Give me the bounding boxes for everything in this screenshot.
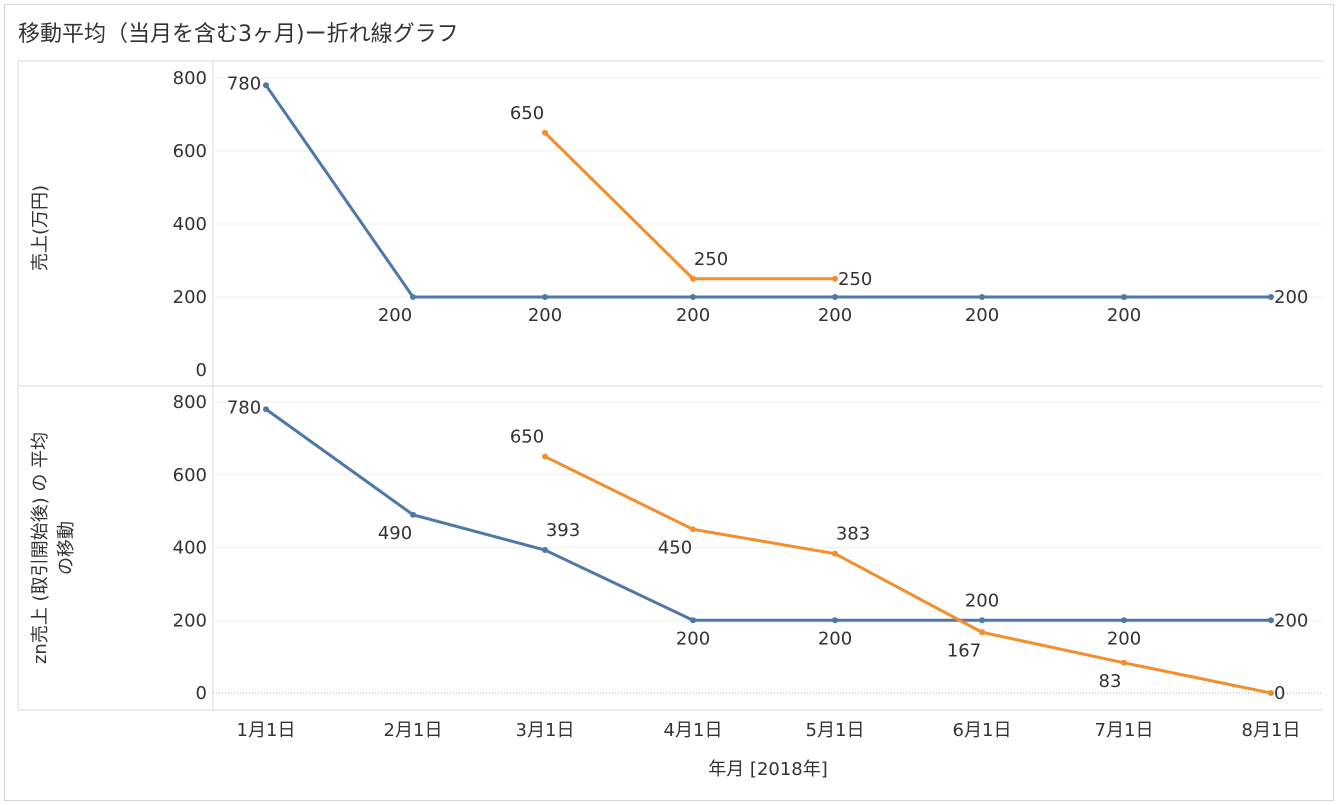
data-point (542, 294, 548, 300)
y-tick-label: 400 (173, 214, 207, 235)
chart-title: 移動平均（当月を含む3ヶ月)ー折れ線グラフ (18, 22, 459, 47)
data-point (410, 294, 416, 300)
data-point (263, 82, 269, 89)
data-point (542, 547, 548, 554)
data-label: 200 (1107, 628, 1141, 649)
data-label: 83 (1099, 671, 1122, 692)
y-axis-title-bottom-line2: の移動 (56, 521, 77, 575)
data-point (832, 294, 838, 300)
data-label: 200 (1107, 305, 1141, 326)
y-axis-title-bottom-line1: zn売上 (取引開始後) の 平均 (30, 432, 51, 664)
data-label: 200 (965, 590, 999, 611)
data-label: 650 (510, 427, 544, 448)
chart-frame (4, 4, 1334, 801)
y-tick-label: 200 (173, 287, 207, 308)
data-label: 200 (965, 305, 999, 326)
data-label: 650 (510, 103, 544, 124)
series-line (543, 131, 835, 281)
data-point (263, 406, 269, 413)
data-point (979, 294, 985, 300)
x-tick-label: 7月1日 (1095, 720, 1154, 741)
x-tick-label: 2月1日 (384, 720, 443, 741)
data-label: 780 (227, 73, 261, 94)
data-label: 0 (1274, 683, 1285, 704)
data-point (832, 550, 838, 557)
data-point (1268, 294, 1274, 300)
data-label: 200 (818, 305, 852, 326)
data-label: 393 (546, 520, 580, 541)
data-label: 250 (694, 249, 728, 270)
data-label: 200 (1274, 610, 1308, 631)
data-point (690, 294, 696, 300)
data-point (1268, 617, 1274, 624)
data-label: 250 (838, 269, 872, 290)
data-label: 200 (676, 628, 710, 649)
plot-area: 0 200 400 600 800 780 200 200 200 200 200 200 200 650… (173, 68, 1323, 741)
data-label: 167 (947, 640, 981, 661)
series-line (265, 408, 1271, 622)
data-point (542, 129, 548, 136)
data-label: 383 (836, 524, 870, 545)
data-label: 200 (528, 305, 562, 326)
data-label: 200 (1274, 287, 1308, 308)
y-tick-label: 400 (173, 538, 207, 559)
y-tick-label: 800 (173, 68, 207, 89)
x-tick-label: 8月1日 (1242, 720, 1301, 741)
x-tick-label: 4月1日 (664, 720, 723, 741)
data-label: 780 (227, 397, 261, 418)
y-tick-label: 200 (173, 610, 207, 631)
y-tick-label: 600 (173, 141, 207, 162)
data-label: 200 (818, 628, 852, 649)
data-point (690, 617, 696, 624)
data-label: 450 (658, 537, 692, 558)
data-point (979, 629, 985, 636)
data-point (832, 617, 838, 624)
data-point (690, 526, 696, 533)
y-tick-label: 0 (196, 360, 207, 381)
x-tick-label: 3月1日 (516, 720, 575, 741)
x-tick-label: 5月1日 (806, 720, 865, 741)
series-line (264, 84, 1271, 299)
x-tick-label: 1月1日 (237, 720, 296, 741)
data-point (410, 511, 416, 518)
y-axis-title-top: 売上(万円) (30, 185, 51, 271)
y-tick-label: 800 (173, 392, 207, 413)
y-tick-label: 600 (173, 465, 207, 486)
data-label: 200 (378, 305, 412, 326)
series-line (544, 455, 1272, 695)
data-point (979, 617, 985, 624)
data-label: 200 (676, 305, 710, 326)
data-point (832, 275, 838, 282)
data-point (1268, 690, 1274, 696)
data-point (542, 453, 548, 460)
x-tick-label: 6月1日 (953, 720, 1012, 741)
data-point (690, 275, 696, 282)
data-point (1121, 659, 1127, 666)
y-tick-label: 0 (196, 683, 207, 704)
data-point (1121, 617, 1127, 624)
data-label: 490 (378, 523, 412, 544)
x-axis-title: 年月 [2018年] (708, 759, 828, 780)
data-point (1121, 294, 1127, 300)
